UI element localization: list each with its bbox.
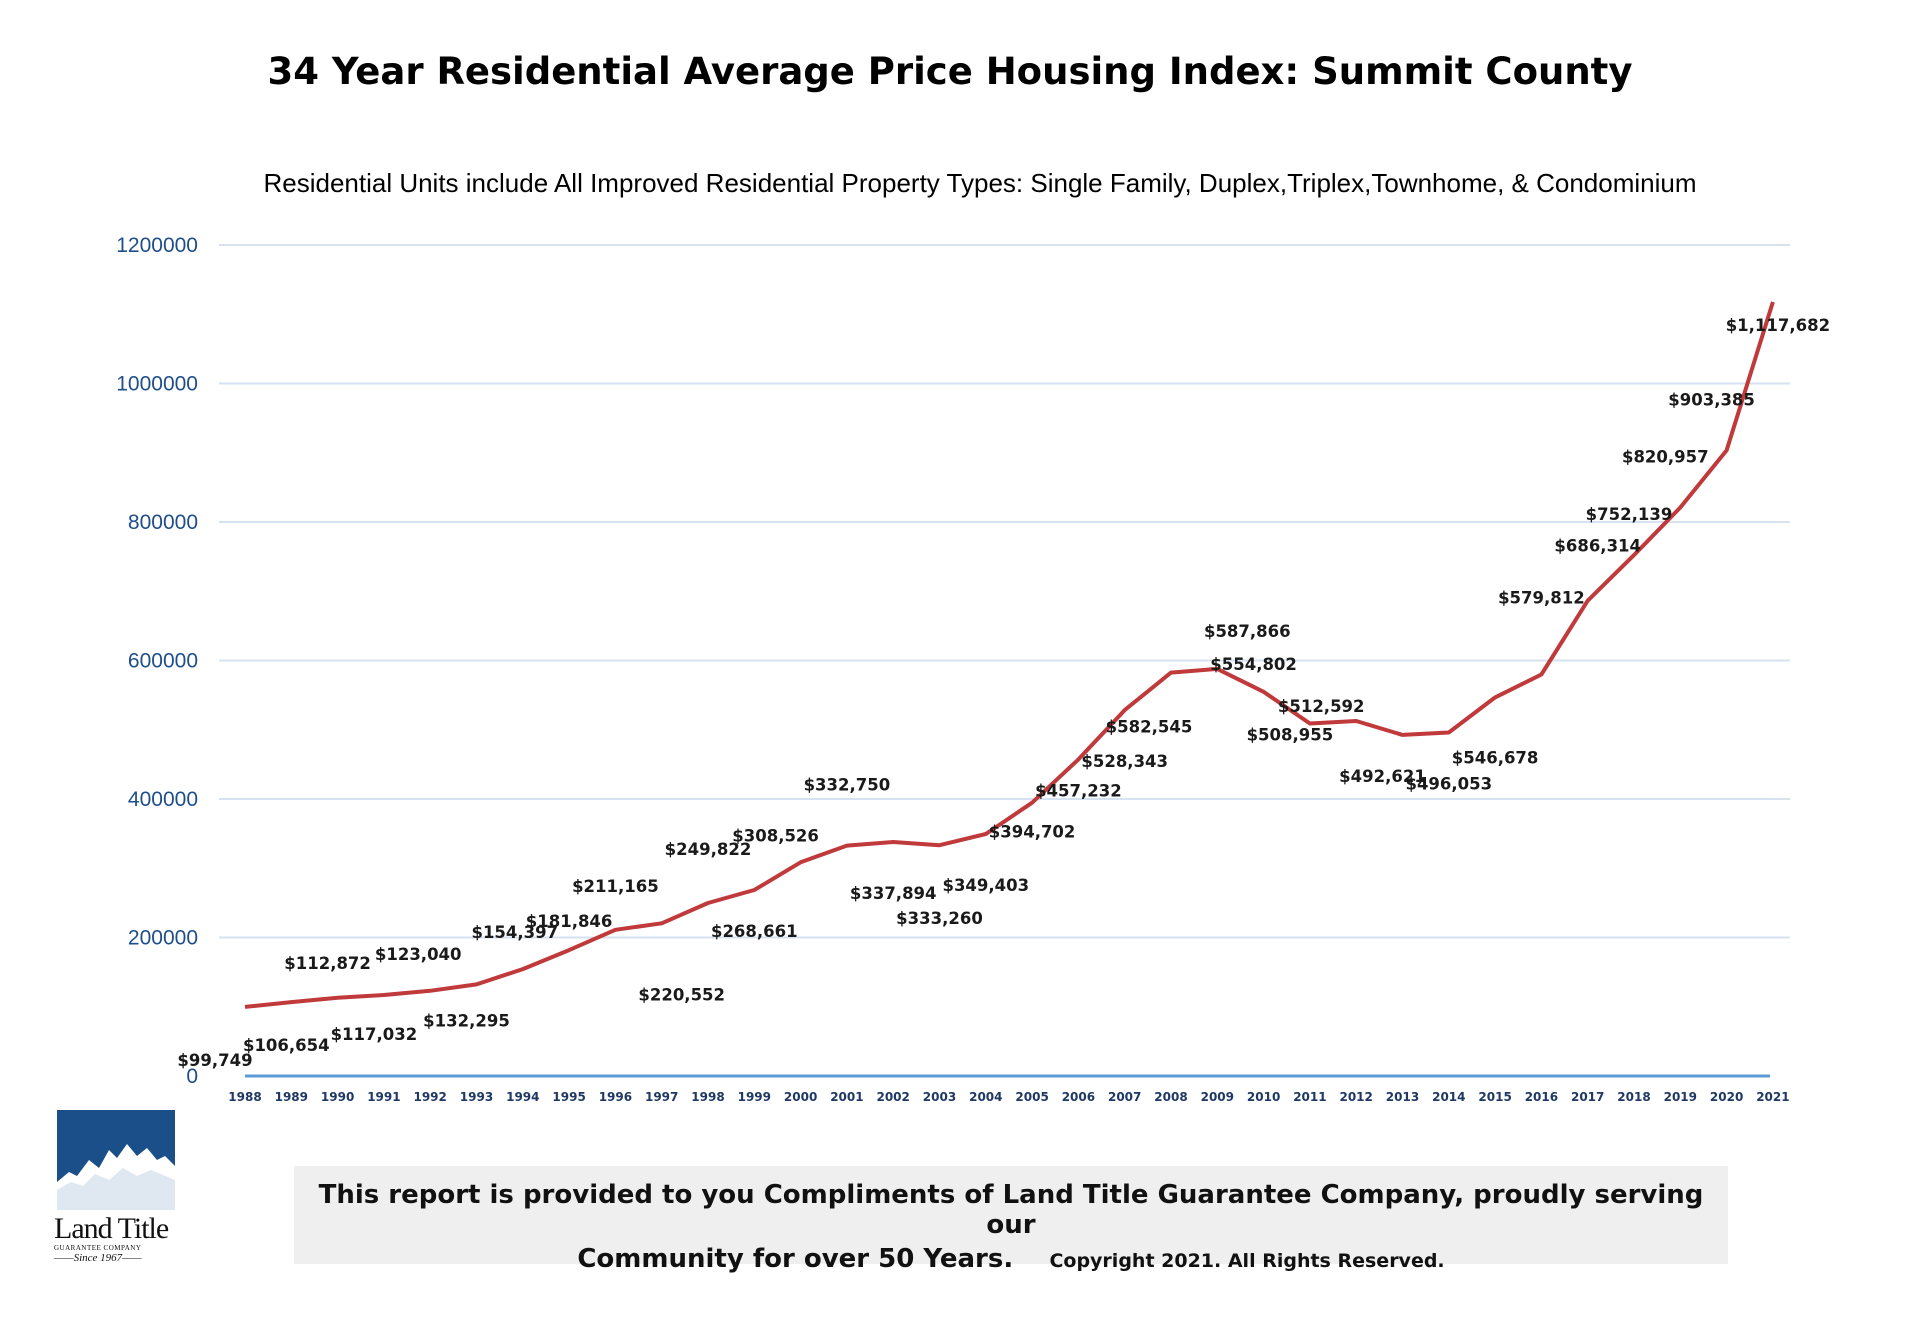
x-tick-label: 2014	[1432, 1090, 1465, 1104]
data-label: $99,749	[177, 1051, 252, 1070]
x-tick-label: 2000	[784, 1090, 817, 1104]
data-label: $132,295	[423, 1011, 510, 1030]
x-tick-label: 1994	[506, 1090, 539, 1104]
data-label: $496,053	[1405, 774, 1492, 793]
x-tick-label: 2004	[969, 1090, 1002, 1104]
x-tick-label: 2007	[1108, 1090, 1141, 1104]
x-tick-label: 2013	[1386, 1090, 1419, 1104]
x-tick-label: 1995	[552, 1090, 585, 1104]
data-label: $1,117,682	[1726, 316, 1830, 335]
data-label: $752,139	[1586, 505, 1673, 524]
series-line	[244, 301, 1775, 1009]
data-label: $112,872	[284, 954, 371, 973]
data-label: $394,702	[989, 823, 1076, 842]
x-tick-label: 1988	[228, 1090, 261, 1104]
x-tick-label: 2012	[1339, 1090, 1372, 1104]
logo-since: ——Since 1967——	[54, 1252, 142, 1264]
y-tick-label: 1200000	[116, 234, 198, 257]
x-tick-label: 1998	[691, 1090, 724, 1104]
data-label: $349,403	[942, 876, 1029, 895]
data-label: $903,385	[1668, 390, 1755, 409]
data-label: $117,032	[331, 1025, 418, 1044]
x-tick-label: 2016	[1525, 1090, 1558, 1104]
x-tick-label: 2021	[1756, 1090, 1789, 1104]
data-label: $308,526	[732, 826, 819, 845]
x-tick-label: 2003	[923, 1090, 956, 1104]
data-label: $508,955	[1247, 726, 1334, 745]
data-label: $457,232	[1035, 781, 1122, 800]
x-axis-ticks: 1988 1989 1990 1991 1992 1993 1994 1995 1996 1997…	[228, 1090, 1789, 1104]
x-tick-label: 2015	[1478, 1090, 1511, 1104]
y-tick-label: 1000000	[116, 373, 198, 396]
data-label: $220,552	[638, 985, 725, 1004]
chart-title: 34 Year Residential Average Price Housin…	[267, 50, 1633, 93]
footer-line-1: This report is provided to you Complimen…	[318, 1180, 1704, 1240]
data-label: $554,802	[1210, 655, 1297, 674]
data-label: $106,654	[243, 1036, 330, 1055]
data-label: $181,846	[526, 912, 613, 931]
x-tick-label: 2020	[1710, 1090, 1743, 1104]
y-tick-label: 200000	[128, 927, 198, 950]
data-label: $587,866	[1204, 622, 1291, 641]
land-title-logo: Land Title GUARANTEE COMPANY ——Since 196…	[54, 1110, 178, 1264]
y-tick-label: 600000	[128, 650, 198, 673]
x-tick-label: 2019	[1664, 1090, 1697, 1104]
x-tick-label: 2009	[1201, 1090, 1234, 1104]
data-label: $579,812	[1498, 588, 1585, 607]
x-tick-label: 2010	[1247, 1090, 1280, 1104]
x-tick-label: 2006	[1062, 1090, 1095, 1104]
x-tick-label: 2011	[1293, 1090, 1326, 1104]
logo-subtitle: GUARANTEE COMPANY	[54, 1244, 142, 1252]
x-tick-label: 1996	[599, 1090, 632, 1104]
x-tick-label: 1990	[321, 1090, 354, 1104]
footer-copyright: Copyright 2021. All Rights Reserved.	[1049, 1250, 1445, 1272]
y-tick-label: 0	[186, 1065, 198, 1088]
x-tick-label: 1991	[367, 1090, 400, 1104]
x-tick-label: 2018	[1617, 1090, 1650, 1104]
data-label: $492,621	[1339, 767, 1426, 786]
x-tick-label: 1992	[413, 1090, 446, 1104]
x-tick-label: 2008	[1154, 1090, 1187, 1104]
data-label: $332,750	[804, 776, 891, 795]
data-label: $211,165	[572, 877, 659, 896]
data-label: $268,661	[711, 922, 798, 941]
data-label: $686,314	[1554, 537, 1641, 556]
data-label: $528,343	[1081, 752, 1168, 771]
data-label: $582,545	[1106, 718, 1193, 737]
chart-subtitle: Residential Units include All Improved R…	[263, 168, 1697, 198]
logo-name: Land Title	[54, 1212, 169, 1245]
x-tick-label: 2017	[1571, 1090, 1604, 1104]
y-tick-label: 800000	[128, 511, 198, 534]
x-tick-label: 2002	[876, 1090, 909, 1104]
x-tick-label: 2001	[830, 1090, 863, 1104]
data-label: $546,678	[1452, 748, 1539, 767]
x-tick-label: 1997	[645, 1090, 678, 1104]
x-tick-label: 1993	[460, 1090, 493, 1104]
data-label: $333,260	[896, 909, 983, 928]
data-label: $337,894	[850, 884, 937, 903]
data-label: $249,822	[665, 840, 752, 859]
footer-banner: This report is provided to you Complimen…	[294, 1166, 1728, 1274]
data-label: $820,957	[1622, 447, 1709, 466]
data-label: $154,397	[471, 923, 558, 942]
x-tick-label: 1989	[275, 1090, 308, 1104]
footer-line-2: Community for over 50 Years. Copyright 2…	[577, 1244, 1445, 1274]
x-tick-label: 2005	[1015, 1090, 1048, 1104]
data-labels: $99,749$106,654 $112,872 $117,032 $123,040 $…	[177, 316, 1830, 1070]
y-axis-ticks: 0 200000 400000 600000 800000 1000000 1200000	[116, 234, 198, 1088]
data-label: $123,040	[375, 945, 462, 964]
x-tick-label: 1999	[738, 1090, 771, 1104]
data-label: $512,592	[1278, 697, 1365, 716]
y-tick-label: 400000	[128, 788, 198, 811]
mountain-logo-icon	[57, 1110, 175, 1210]
gridlines	[219, 244, 1790, 939]
